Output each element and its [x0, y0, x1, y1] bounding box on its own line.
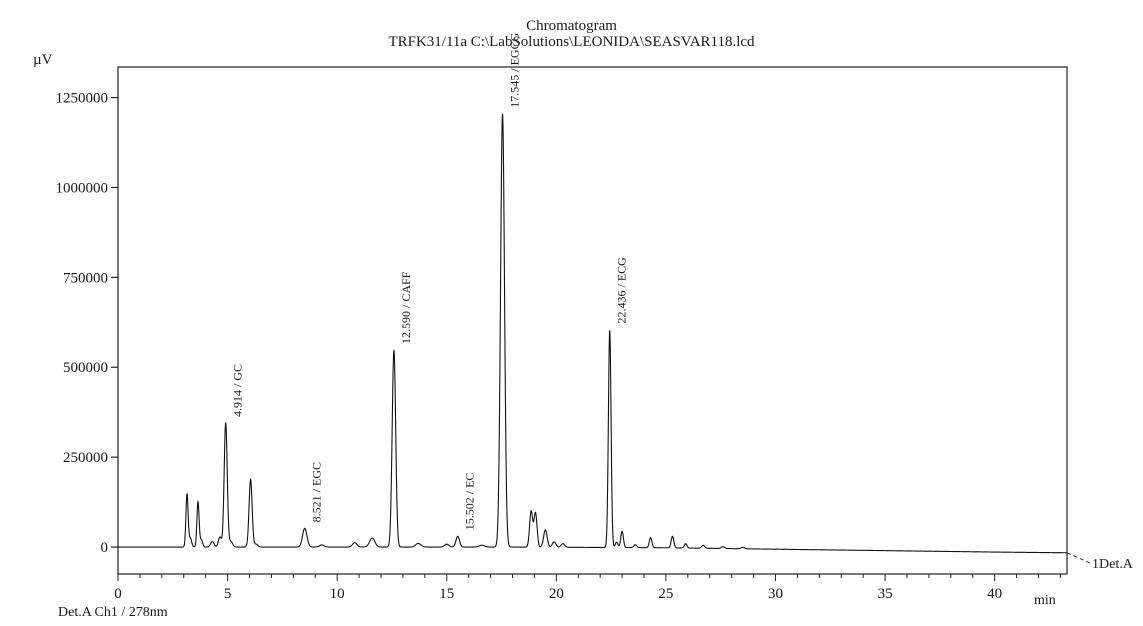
x-axis-label: min — [1034, 593, 1056, 608]
x-tick-label: 0 — [114, 586, 122, 602]
x-tick-label: 10 — [330, 586, 345, 602]
x-axis: 0 5 10 15 20 25 30 35 40 — [114, 574, 1061, 602]
y-tick-label: 1000000 — [56, 180, 109, 196]
y-tick-label: 1250000 — [56, 91, 109, 107]
trace-end-label: 1Det.A — [1092, 557, 1134, 572]
y-tick-label: 250000 — [63, 450, 108, 466]
y-tick-label: 500000 — [63, 360, 108, 376]
peak-annotations: 4.914 / GC 8.521 / EGC 12.590 / CAFF 15.502… — [231, 32, 629, 530]
x-tick-label: 40 — [987, 586, 1002, 602]
y-tick-label: 750000 — [63, 270, 108, 286]
y-axis-label: µV — [33, 52, 53, 68]
peak-label: 12.590 / CAFF — [399, 271, 413, 344]
peak-label: 15.502 / EC — [463, 473, 477, 531]
peak-label: 17.545 / EGCG — [508, 32, 522, 107]
peak-label: 22.436 / ECG — [615, 257, 629, 324]
x-tick-label: 5 — [224, 586, 232, 602]
peak-label: 8.521 / EGC — [310, 462, 324, 522]
x-tick-label: 25 — [658, 586, 673, 602]
plot-frame — [117, 66, 1068, 575]
x-tick-label: 20 — [549, 586, 564, 602]
chart-subtitle: TRFK31/11a C:\LabSolutions\LEONIDA\SEASV… — [388, 34, 755, 50]
y-tick-label: 0 — [101, 540, 109, 556]
x-tick-label: 35 — [878, 586, 893, 602]
peak-label: 4.914 / GC — [231, 364, 245, 417]
x-tick-label: 15 — [439, 586, 454, 602]
y-axis: 0 250000 500000 750000 1000000 1250000 — [56, 91, 118, 556]
chart-title: Chromatogram — [526, 18, 617, 34]
detector-legend: Det.A Ch1 / 278nm — [58, 605, 168, 620]
chromatogram-trace — [118, 113, 1068, 554]
x-tick-label: 30 — [768, 586, 783, 602]
trace-end-leader — [1066, 552, 1091, 564]
